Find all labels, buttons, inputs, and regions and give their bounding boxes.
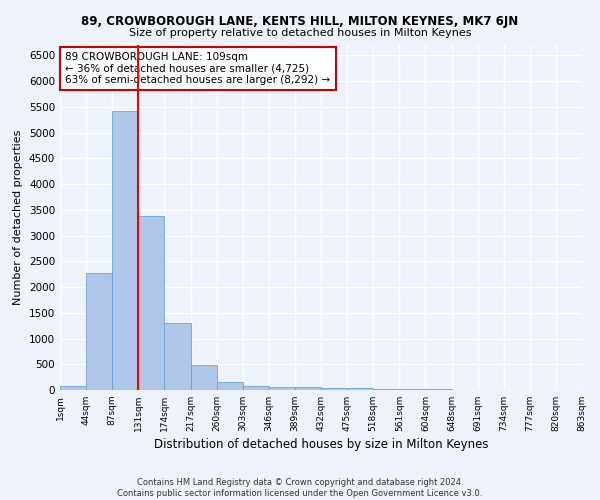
Text: 89, CROWBOROUGH LANE, KENTS HILL, MILTON KEYNES, MK7 6JN: 89, CROWBOROUGH LANE, KENTS HILL, MILTON… — [82, 15, 518, 28]
Bar — [164, 323, 191, 390]
Bar — [373, 389, 400, 390]
Y-axis label: Number of detached properties: Number of detached properties — [13, 130, 23, 305]
Bar — [269, 387, 295, 390]
Bar — [400, 389, 425, 390]
Bar — [191, 366, 217, 390]
Bar — [60, 386, 86, 390]
Bar — [347, 388, 373, 390]
Text: 89 CROWBOROUGH LANE: 109sqm
← 36% of detached houses are smaller (4,725)
63% of : 89 CROWBOROUGH LANE: 109sqm ← 36% of det… — [65, 52, 331, 85]
X-axis label: Distribution of detached houses by size in Milton Keynes: Distribution of detached houses by size … — [154, 438, 488, 451]
Bar — [321, 388, 347, 390]
Bar — [139, 216, 164, 390]
Bar — [242, 386, 269, 390]
Text: Contains HM Land Registry data © Crown copyright and database right 2024.
Contai: Contains HM Land Registry data © Crown c… — [118, 478, 482, 498]
Bar — [86, 273, 112, 390]
Bar — [112, 110, 139, 390]
Text: Size of property relative to detached houses in Milton Keynes: Size of property relative to detached ho… — [129, 28, 471, 38]
Bar — [217, 382, 243, 390]
Bar — [295, 387, 321, 390]
